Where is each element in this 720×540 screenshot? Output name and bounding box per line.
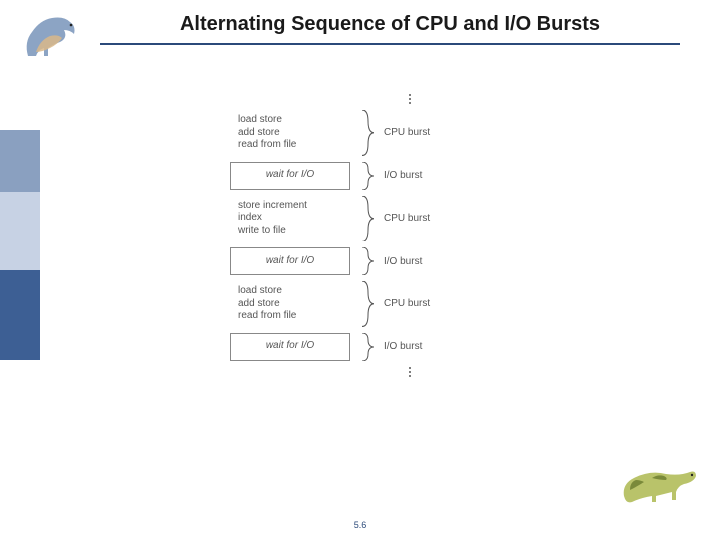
io-wait-box: wait for I/O — [230, 162, 350, 190]
instruction-line: write to file — [238, 225, 342, 238]
diagram-row: load store add store read from file CPU … — [230, 110, 530, 156]
instruction-line: read from file — [238, 139, 342, 152]
vertical-ellipsis-top — [290, 94, 530, 104]
cpu-instructions: load store add store read from file — [230, 110, 350, 156]
vertical-ellipsis-bottom — [290, 367, 530, 377]
diagram-row: load store add store read from file CPU … — [230, 281, 530, 327]
instruction-line: load store — [238, 114, 342, 127]
diagram-row: wait for I/O I/O burst — [230, 333, 530, 361]
instruction-line: load store — [238, 285, 342, 298]
burst-label: CPU burst — [378, 110, 430, 156]
diagram-row: wait for I/O I/O burst — [230, 162, 530, 190]
instruction-line: index — [238, 212, 342, 225]
brace-icon — [358, 196, 378, 242]
left-accent-sidebar — [0, 130, 40, 360]
brace-icon — [358, 247, 378, 275]
brace-icon — [358, 333, 378, 361]
burst-label: CPU burst — [378, 196, 430, 242]
instruction-line: add store — [238, 127, 342, 140]
io-wait-box: wait for I/O — [230, 247, 350, 275]
burst-label: I/O burst — [378, 333, 422, 361]
io-wait-box: wait for I/O — [230, 333, 350, 361]
burst-label: I/O burst — [378, 247, 422, 275]
burst-label: CPU burst — [378, 281, 430, 327]
burst-diagram: load store add store read from file CPU … — [230, 92, 530, 502]
brace-icon — [358, 281, 378, 327]
instruction-line: read from file — [238, 310, 342, 323]
dinosaur-right-icon — [620, 460, 700, 506]
burst-label: I/O burst — [378, 162, 422, 190]
diagram-row: store increment index write to file CPU … — [230, 196, 530, 242]
brace-icon — [358, 110, 378, 156]
cpu-instructions: store increment index write to file — [230, 196, 350, 242]
instruction-line: store increment — [238, 200, 342, 213]
dinosaur-left-icon — [18, 8, 88, 60]
page-number: 5.6 — [354, 520, 367, 530]
brace-icon — [358, 162, 378, 190]
instruction-line: add store — [238, 298, 342, 311]
slide-title: Alternating Sequence of CPU and I/O Burs… — [100, 12, 680, 37]
slide-title-bar: Alternating Sequence of CPU and I/O Burs… — [100, 12, 680, 45]
cpu-instructions: load store add store read from file — [230, 281, 350, 327]
diagram-row: wait for I/O I/O burst — [230, 247, 530, 275]
